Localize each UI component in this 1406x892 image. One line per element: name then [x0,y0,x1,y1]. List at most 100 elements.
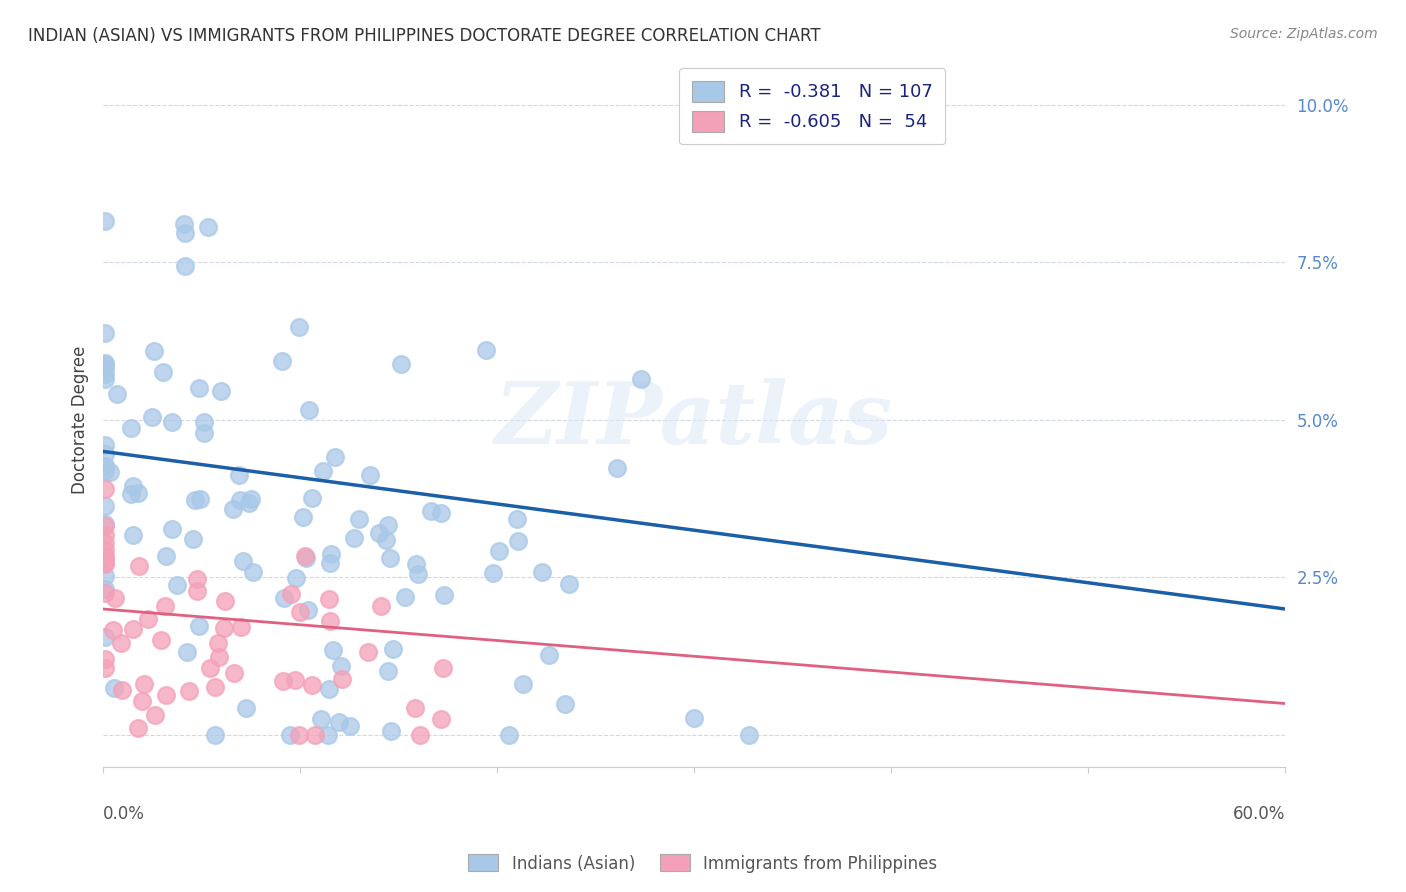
Point [128,559,150,574]
Point [482,566,505,580]
Point [312,464,335,478]
Point [94,652,117,666]
Point [377,664,399,678]
Point [404,700,426,714]
Point [433,588,456,602]
Point [94,569,117,583]
Point [273,673,295,688]
Text: 60.0%: 60.0% [1233,805,1285,823]
Point [506,511,529,525]
Point [238,496,260,510]
Point [406,567,429,582]
Point [235,701,257,715]
Point [177,683,200,698]
Point [127,486,149,500]
Point [278,728,301,742]
Point [132,677,155,691]
Point [110,636,132,650]
Y-axis label: Doctorate Degree: Doctorate Degree [72,346,89,494]
Point [343,531,366,545]
Point [294,549,316,563]
Point [174,227,197,241]
Point [420,504,443,518]
Point [121,479,143,493]
Point [240,492,263,507]
Point [141,410,163,425]
Point [204,728,226,742]
Point [430,712,453,726]
Point [430,506,453,520]
Text: ZIPatlas: ZIPatlas [495,378,893,462]
Point [187,381,209,395]
Point [103,681,125,695]
Point [368,526,391,541]
Point [356,645,378,659]
Point [188,491,211,506]
Point [630,372,652,386]
Point [208,649,231,664]
Point [94,458,117,473]
Point [242,565,264,579]
Point [94,543,117,558]
Point [94,357,117,371]
Point [120,487,142,501]
Point [273,591,295,605]
Point [284,673,307,687]
Point [131,694,153,708]
Point [394,591,416,605]
Point [142,343,165,358]
Legend: Indians (Asian), Immigrants from Philippines: Indians (Asian), Immigrants from Philipp… [461,847,945,880]
Point [330,659,353,673]
Point [554,698,576,712]
Point [174,259,197,273]
Point [193,415,215,429]
Point [298,403,321,417]
Point [316,728,339,742]
Point [291,510,314,524]
Point [94,549,117,563]
Point [193,426,215,441]
Point [94,360,117,375]
Point [405,557,427,571]
Point [284,570,307,584]
Point [110,682,132,697]
Point [186,572,208,586]
Point [94,630,117,644]
Point [94,499,117,513]
Point [207,636,229,650]
Point [173,218,195,232]
Point [488,543,510,558]
Point [214,594,236,608]
Point [94,459,117,474]
Point [474,343,496,358]
Point [94,372,117,386]
Point [94,482,117,496]
Point [330,672,353,686]
Point [389,357,412,371]
Point [94,367,117,381]
Point [498,728,520,742]
Point [301,491,323,506]
Point [229,493,252,508]
Point [506,533,529,548]
Point [94,358,117,372]
Point [94,557,117,571]
Point [127,721,149,735]
Point [288,320,311,334]
Legend: R =  -0.381   N = 107, R =  -0.605   N =  54: R = -0.381 N = 107, R = -0.605 N = 54 [679,69,945,145]
Point [325,450,347,464]
Point [377,518,399,533]
Point [152,365,174,379]
Point [381,641,404,656]
Point [186,583,208,598]
Point [94,582,117,597]
Point [209,384,232,399]
Point [94,586,117,600]
Point [94,438,117,452]
Point [380,551,402,566]
Point [309,713,332,727]
Point [295,551,318,566]
Point [121,528,143,542]
Point [149,632,172,647]
Point [737,728,759,742]
